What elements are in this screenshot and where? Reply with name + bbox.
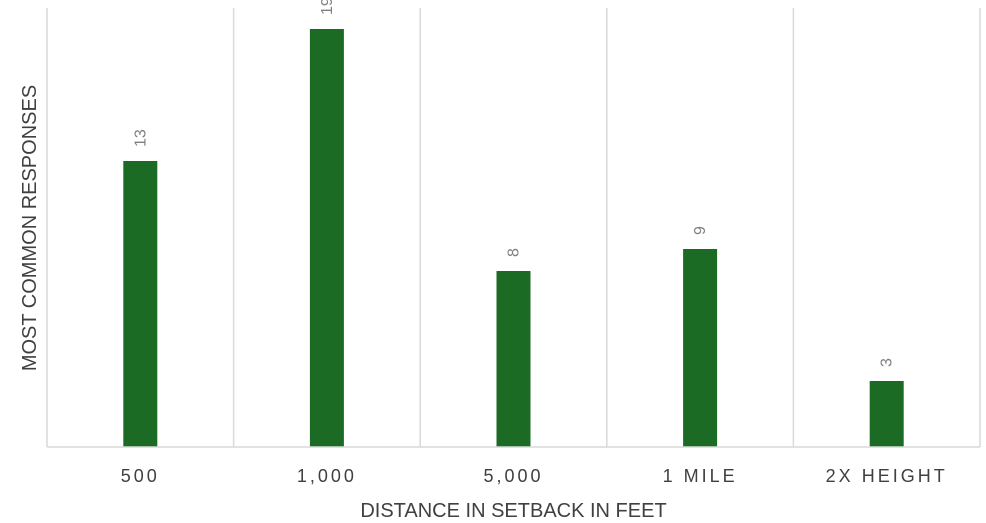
x-tick-label-0: 500 [121, 466, 160, 486]
x-tick-label-2: 5,000 [483, 466, 543, 486]
data-label-0: 13 [132, 129, 149, 147]
bar-4 [869, 381, 904, 447]
bar-0 [123, 161, 158, 447]
x-tick-labels: 500 1,000 5,000 1 MILE 2X HEIGHT [121, 466, 948, 486]
x-tick-label-1: 1,000 [297, 466, 357, 486]
gridlines [46, 8, 981, 447]
data-labels: 13 19 8 9 3 [132, 0, 895, 367]
bar-2 [496, 271, 531, 447]
data-label-3: 9 [692, 226, 709, 235]
data-label-2: 8 [506, 248, 523, 257]
data-label-1: 19 [319, 0, 336, 15]
x-axis-title: DISTANCE IN SETBACK IN FEET [360, 500, 666, 522]
data-label-4: 3 [879, 358, 896, 367]
bar-3 [683, 249, 718, 447]
bar-series [123, 29, 904, 447]
bar-1 [309, 29, 344, 447]
x-tick-label-3: 1 MILE [663, 466, 738, 486]
x-tick-label-4: 2X HEIGHT [826, 466, 948, 486]
y-axis-title: MOST COMMON RESPONSES [19, 85, 41, 371]
